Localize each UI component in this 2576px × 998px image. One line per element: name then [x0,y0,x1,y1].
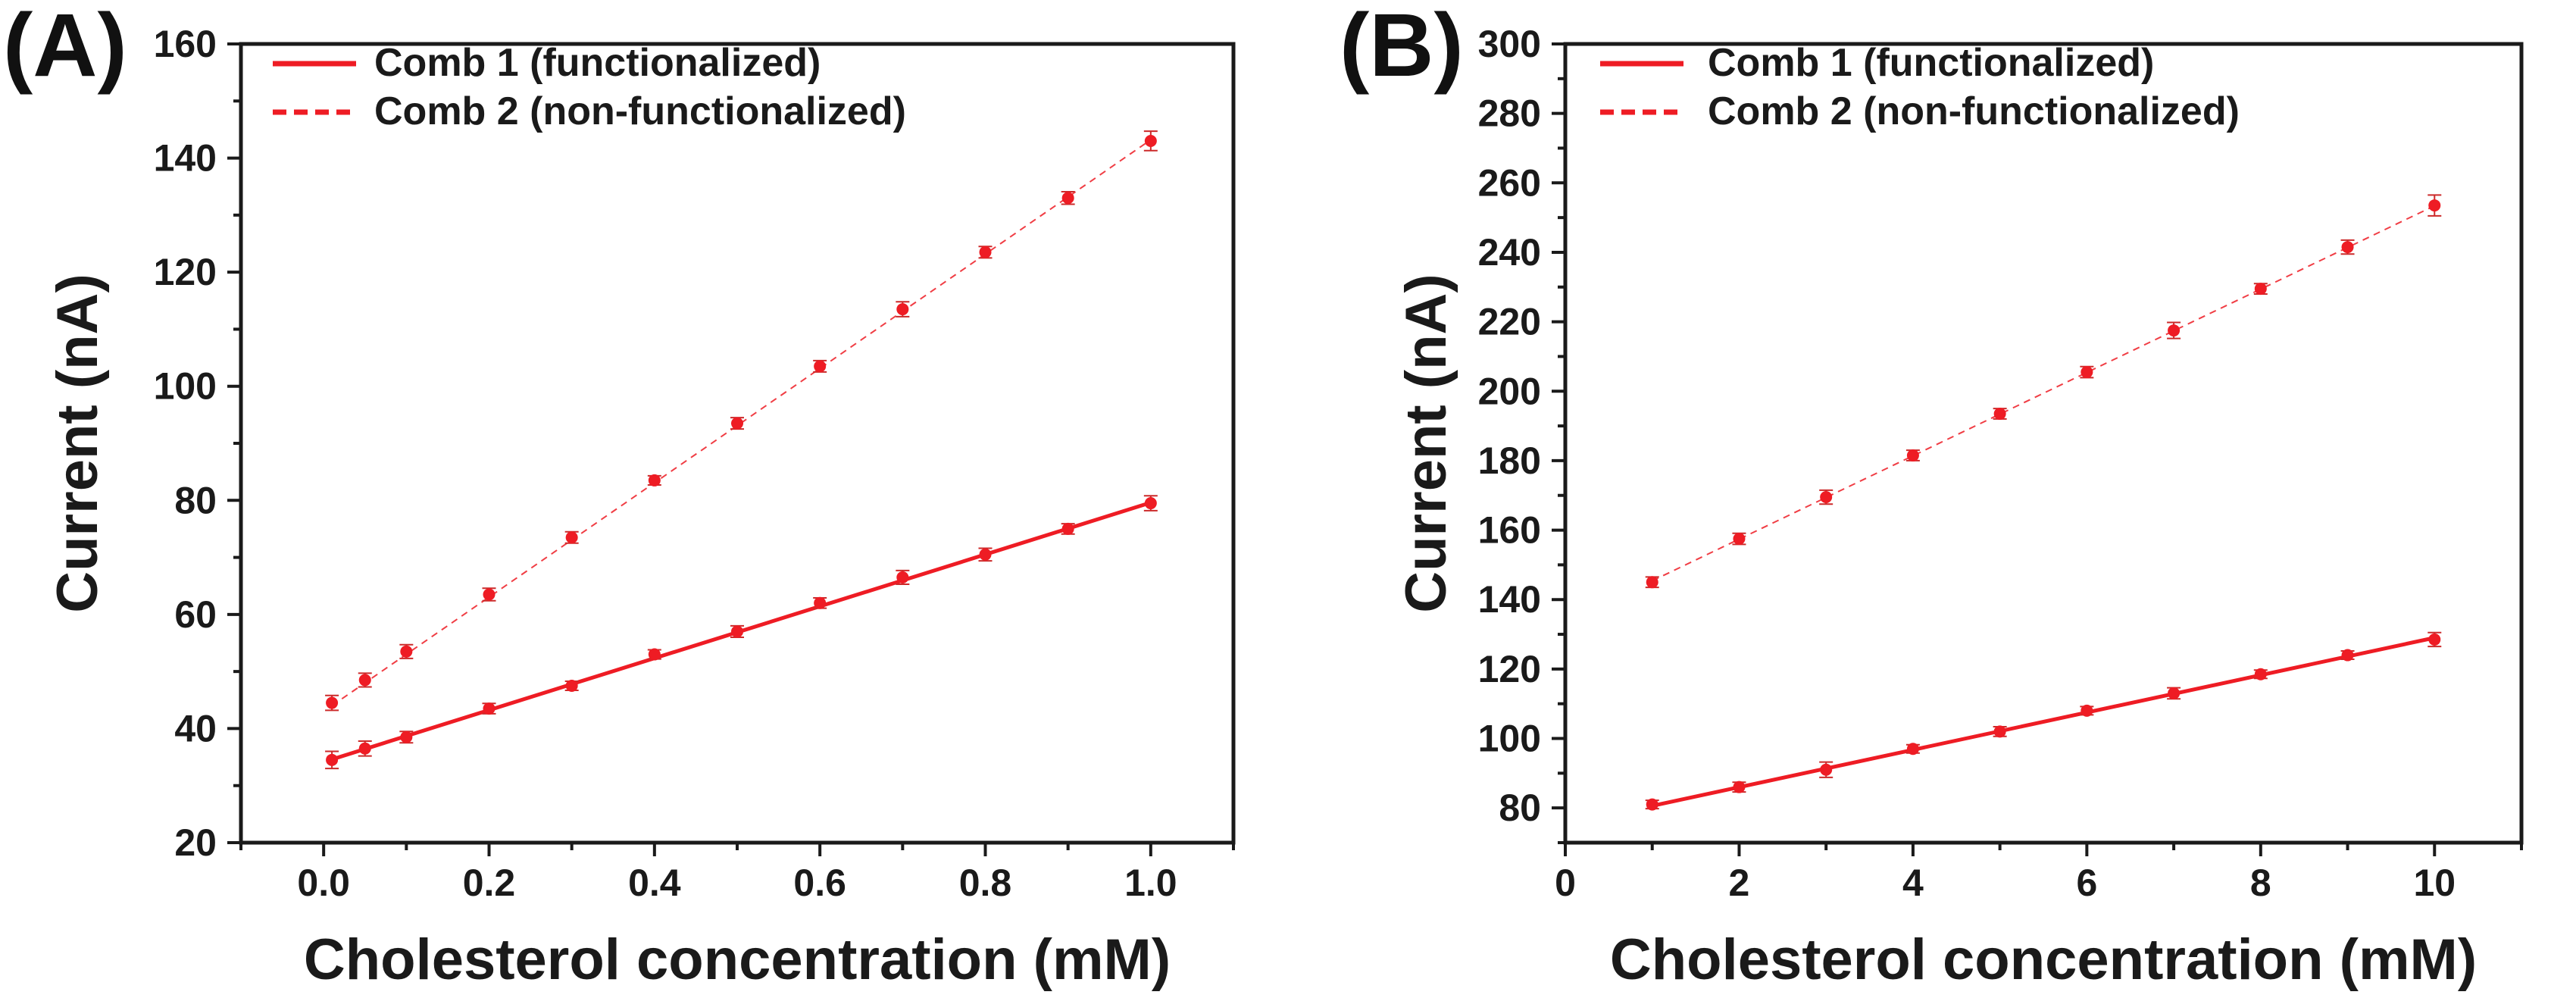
panel-a: (A) 0.0 0.2 0.4 0.6 0.8 1.0 20 40 60 80 100 120 140 16… [3,0,1236,992]
y-tick-label: 100 [1478,718,1541,760]
x-tick-label: 0 [1555,862,1576,904]
data-point [814,596,827,609]
data-point [400,645,413,658]
x-tick-label: 0.2 [463,862,516,904]
data-point [2341,649,2354,662]
data-point [2080,704,2093,717]
data-point [814,360,827,373]
y-tick-label: 240 [1478,231,1541,274]
y-tick-label: 200 [1478,370,1541,412]
legend-label: Comb 2 (non-functionalized) [1708,89,2240,133]
data-point [2428,633,2441,646]
y-tick-label: 220 [1478,301,1541,343]
y-tick-label: 300 [1478,23,1541,65]
y-tick-label: 80 [174,479,217,521]
y-tick-label: 280 [1478,92,1541,135]
x-tick-label: 0.8 [959,862,1012,904]
data-point [483,702,496,715]
y-tick-label: 260 [1478,161,1541,204]
x-tick-label: 0.0 [297,862,350,904]
data-point [1993,408,2006,421]
fit-line-comb2 [1652,205,2435,582]
x-tick-label: 10 [2413,862,2456,904]
data-point [358,742,371,755]
data-point [2080,366,2093,379]
y-tick-label: 80 [1499,787,1541,829]
data-point [1906,449,1919,462]
y-axis-title: Current (nA) [1394,274,1458,613]
x-tick-label: 0.4 [628,862,681,904]
data-point [400,731,413,743]
x-tick-label: 1.0 [1124,862,1177,904]
y-tick-label: 140 [1478,578,1541,621]
y-tick-label: 100 [154,365,217,408]
data-point [1061,192,1074,205]
data-point [648,474,661,486]
data-point [979,246,992,258]
x-tick-label: 2 [1729,862,1750,904]
data-point [1144,497,1157,510]
data-point [1993,725,2006,738]
panel-label: (B) [1340,0,1464,95]
data-point [2254,668,2267,680]
legend-label: Comb 1 (functionalized) [374,41,821,85]
x-tick-label: 6 [2076,862,2097,904]
data-point [483,588,496,601]
y-tick-label: 140 [154,137,217,180]
data-point [979,548,992,561]
data-point [2168,324,2181,337]
plot-frame [1563,42,2524,845]
y-tick-label: 20 [174,821,217,864]
data-point [896,571,909,583]
data-point [1820,491,1833,504]
y-tick-label: 120 [154,251,217,293]
x-axis-title: Cholesterol concentration (mM) [1610,928,2477,992]
x-tick-label: 8 [2250,862,2271,904]
data-point [1144,134,1157,147]
data-point [565,679,578,692]
x-tick-label: 4 [1902,862,1924,904]
y-axis-title: Current (nA) [45,274,110,613]
data-point [326,753,339,766]
x-tick-label: 0.6 [793,862,846,904]
data-point [358,674,371,687]
data-point [2341,241,2354,254]
data-point [896,303,909,316]
data-point [1820,763,1833,776]
data-point [1906,743,1919,756]
y-tick-label: 180 [1478,440,1541,482]
data-point [1733,781,1746,793]
data-point [2254,283,2267,296]
y-tick-label: 120 [1478,648,1541,690]
legend-label: Comb 2 (non-functionalized) [374,89,906,133]
data-point [648,648,661,661]
data-point [2168,687,2181,699]
y-tick-label: 60 [174,593,217,636]
data-point [565,531,578,544]
data-point [1733,533,1746,546]
x-axis-title: Cholesterol concentration (mM) [304,928,1171,992]
y-tick-label: 40 [174,707,217,749]
plot-frame [239,42,1236,845]
data-point [1646,576,1658,589]
panel-label: (A) [3,0,127,95]
fit-line-comb1 [1652,636,2435,808]
data-point [326,696,339,709]
data-point [1061,522,1074,535]
data-point [731,625,743,638]
y-tick-label: 160 [1478,509,1541,552]
data-point [731,417,743,430]
panel-b: (B) 0 2 4 6 8 10 80 100 120 140 160 180 200 220 240 260 2… [1340,0,2524,992]
y-tick-label: 160 [154,23,217,65]
data-point [2428,199,2441,212]
legend-label: Comb 1 (functionalized) [1708,41,2154,85]
data-point [1646,798,1658,811]
